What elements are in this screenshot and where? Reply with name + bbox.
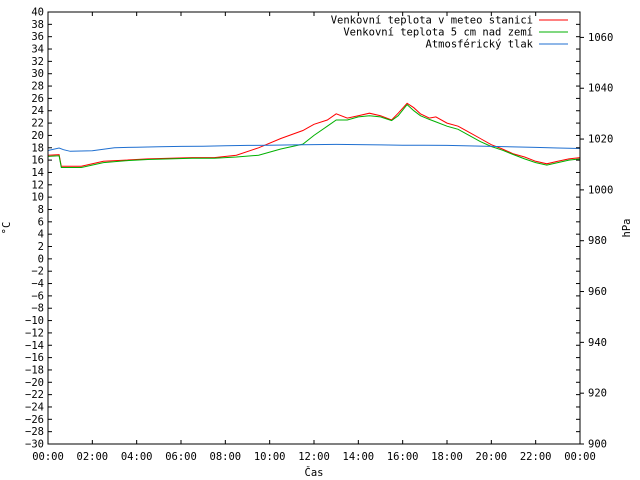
- y-tick-label: −12: [25, 327, 44, 339]
- y-tick-label: −26: [25, 414, 44, 426]
- y-tick-label: 26: [31, 93, 44, 105]
- y2-tick-label: 1000: [588, 184, 613, 196]
- y-tick-label: 30: [31, 68, 44, 80]
- x-tick-label: 04:00: [121, 451, 153, 463]
- y2-tick-label: 900: [588, 439, 607, 451]
- y-tick-label: 6: [38, 216, 44, 228]
- plot-frame: [47, 11, 581, 445]
- x-tick-label: 10:00: [254, 451, 286, 463]
- y-axis-ticks: 4038363432302826242220181614121086420−2−…: [25, 7, 580, 451]
- x-axis-label: Čas: [305, 466, 324, 479]
- y-tick-label: −4: [31, 278, 44, 290]
- y-tick-label: 38: [31, 19, 44, 31]
- y-tick-label: 16: [31, 155, 44, 167]
- y-tick-label: 24: [31, 105, 44, 117]
- y-tick-label: −14: [25, 340, 44, 352]
- y-tick-label: 14: [31, 167, 44, 179]
- y-tick-label: −24: [25, 401, 44, 413]
- y-tick-label: −8: [31, 303, 44, 315]
- y-tick-label: 22: [31, 118, 44, 130]
- x-tick-label: 18:00: [431, 451, 463, 463]
- y-tick-label: 2: [38, 241, 44, 253]
- legend-label-2: Venkovní teplota 5 cm nad zemí: [343, 27, 533, 39]
- y-tick-label: −28: [25, 426, 44, 438]
- y-tick-label: 40: [31, 7, 44, 19]
- x-tick-label: 12:00: [298, 451, 330, 463]
- series-line-2: [47, 103, 581, 168]
- y-tick-label: 4: [38, 229, 44, 241]
- y2-tick-label: 1060: [588, 32, 613, 44]
- y-tick-label: −18: [25, 364, 44, 376]
- y2-axis-ticks: 1060 1040 1020 1000 980 960 940 920 900: [580, 32, 613, 451]
- y-tick-label: −6: [31, 290, 44, 302]
- x-tick-label: 06:00: [165, 451, 197, 463]
- y2-tick-label: 980: [588, 235, 607, 247]
- legend: Venkovní teplota v meteo staniciVenkovní…: [331, 15, 568, 51]
- x-tick-label: 00:00: [32, 451, 64, 463]
- y-tick-label: 0: [38, 253, 44, 265]
- y-tick-label: 20: [31, 130, 44, 142]
- y-tick-label: 10: [31, 192, 44, 204]
- y2-tick-label: 960: [588, 286, 607, 298]
- x-tick-label: 16:00: [387, 451, 419, 463]
- y-tick-label: 12: [31, 179, 44, 191]
- y2-tick-label: 940: [588, 337, 607, 349]
- y-tick-label: −16: [25, 352, 44, 364]
- x-tick-label: 20:00: [476, 451, 508, 463]
- y-tick-label: 8: [38, 204, 44, 216]
- y2-axis-label: hPa: [621, 219, 633, 238]
- y-tick-label: −2: [31, 266, 44, 278]
- y2-tick-label: 1040: [588, 83, 613, 95]
- x-tick-label: 00:00: [564, 451, 596, 463]
- y-tick-label: 32: [31, 56, 44, 68]
- x-axis-ticks: 00:00 02:00 04:00 06:00 08:00 10:00 12:00 14:00…: [32, 12, 596, 463]
- y2-tick-label: 1020: [588, 134, 613, 146]
- y-tick-label: −20: [25, 377, 44, 389]
- x-tick-label: 02:00: [77, 451, 109, 463]
- y-tick-label: −10: [25, 315, 44, 327]
- x-tick-label: 14:00: [343, 451, 375, 463]
- y-tick-label: 28: [31, 81, 44, 93]
- y-tick-label: 36: [31, 31, 44, 43]
- legend-label-3: Atmosférický tlak: [426, 39, 534, 51]
- series-line-3: [47, 143, 581, 152]
- y2-tick-label: 920: [588, 388, 607, 400]
- y-tick-label: 18: [31, 142, 44, 154]
- y-tick-label: −30: [25, 439, 44, 451]
- series-layer: [47, 102, 581, 168]
- x-tick-label: 08:00: [210, 451, 242, 463]
- y-axis-label: °C: [1, 222, 13, 235]
- x-tick-label: 22:00: [520, 451, 552, 463]
- y-tick-label: −22: [25, 389, 44, 401]
- series-line-1: [47, 102, 581, 167]
- y-tick-label: 34: [31, 44, 44, 56]
- legend-label-1: Venkovní teplota v meteo stanici: [331, 15, 533, 27]
